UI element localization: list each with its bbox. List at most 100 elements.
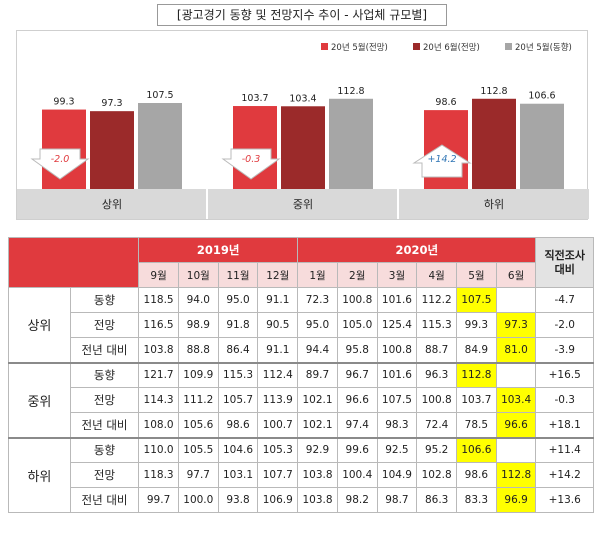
table-cell: 98.2 [336, 487, 378, 513]
table-cell: 102.1 [297, 387, 338, 413]
table-cell: 103.7 [456, 387, 497, 413]
table-cell: 103.4 [495, 387, 537, 413]
table-cell: 100.4 [336, 462, 378, 488]
table-row: 전망 114.3 111.2 105.7 113.9 102.1 96.6 107.5 100.… [9, 387, 594, 413]
table-cell: 105.0 [336, 312, 378, 338]
down-arrow-icon [221, 148, 281, 180]
table-cell: 86.4 [217, 337, 259, 363]
table-cell: 78.5 [456, 412, 497, 438]
month-header: 11월 [217, 262, 259, 288]
table-cell: 105.3 [257, 436, 299, 463]
table-cell: 84.9 [456, 337, 497, 363]
table-cell: 100.8 [416, 387, 458, 413]
table-cell: 90.5 [257, 312, 299, 338]
table-cell: 112.8 [456, 361, 497, 388]
table-cell: 115.3 [217, 361, 259, 388]
diff-cell: +11.4 [535, 436, 594, 463]
year-2020-header: 2020년 [297, 237, 537, 263]
row-label: 동향 [69, 436, 140, 463]
table-row: 전년 대비 108.0 105.6 98.6 100.7 102.1 97.4 98.3 72.… [9, 412, 594, 438]
table-cell: 81.0 [495, 337, 537, 363]
row-label: 전년 대비 [69, 487, 140, 513]
month-header: 4월 [416, 262, 458, 288]
table-cell: 72.3 [297, 287, 338, 313]
table-cell: 100.8 [376, 337, 418, 363]
diff-cell: -2.0 [535, 312, 594, 338]
row-label: 전망 [69, 312, 140, 338]
bar-value-label: 112.8 [480, 86, 507, 97]
table-cell: 121.7 [138, 361, 179, 388]
bar [520, 103, 564, 189]
table-cell [495, 436, 537, 463]
table-cell: 107.7 [257, 462, 299, 488]
table-cell: 89.7 [297, 361, 338, 388]
group-label: 상위 [8, 287, 71, 363]
month-header: 9월 [138, 262, 179, 288]
table-cell: 106.6 [456, 436, 497, 463]
table-cell: 88.7 [416, 337, 458, 363]
arrow-change-label: -2.0 [51, 154, 70, 165]
table-cell: 112.4 [257, 361, 299, 388]
table-cell: 95.2 [416, 436, 458, 463]
table-corner [7, 237, 140, 288]
row-label: 전망 [69, 387, 140, 413]
down-arrow-icon [30, 148, 90, 180]
table-cell: 103.8 [297, 487, 338, 513]
table-cell: 86.3 [416, 487, 458, 513]
table-row: 상위 동향 118.5 94.0 95.0 91.1 72.3 100.8 101.6 112.2… [8, 287, 594, 363]
bar [472, 98, 516, 189]
table-cell: 112.8 [495, 462, 537, 488]
table-cell: 91.8 [217, 312, 259, 338]
month-header: 12월 [257, 262, 299, 288]
table-cell: 100.0 [177, 487, 219, 513]
month-header: 1월 [297, 262, 338, 288]
table-row: 하위 동향 110.0 105.5 104.6 105.3 92.9 99.6 92.5 95.2… [8, 436, 594, 513]
table-cell: 107.5 [456, 287, 497, 313]
table-cell: 106.9 [257, 487, 299, 513]
table-cell: 104.9 [376, 462, 418, 488]
category-label: 상위 [102, 198, 122, 211]
table-cell: 103.8 [138, 337, 179, 363]
group-label: 하위 [8, 436, 71, 513]
table-cell: 101.6 [376, 361, 418, 388]
bar [329, 98, 373, 189]
table-cell: 92.5 [376, 436, 418, 463]
bar-value-label: 107.5 [146, 90, 173, 101]
table-cell: 98.6 [456, 462, 497, 488]
legend-label: 20년 6월(전망) [423, 42, 480, 53]
table-cell: 105.5 [177, 436, 219, 463]
table-cell: 92.9 [297, 436, 338, 463]
table-cell: 109.9 [177, 361, 219, 388]
table-cell: 115.3 [416, 312, 458, 338]
bar-value-label: 99.3 [53, 97, 74, 108]
table-cell: 116.5 [138, 312, 179, 338]
table-cell: 101.6 [376, 287, 418, 313]
row-label: 동향 [69, 287, 140, 313]
table-cell: 103.1 [217, 462, 259, 488]
table-cell: 105.7 [217, 387, 259, 413]
bar-value-label: 98.6 [435, 97, 456, 108]
month-header: 6월 [495, 262, 537, 288]
prev-survey-header: 직전조사 대비 [535, 237, 594, 288]
table-cell: 91.1 [257, 287, 299, 313]
table-cell: 102.1 [297, 412, 338, 438]
legend-swatch [321, 43, 328, 50]
bar-value-label: 106.6 [528, 91, 555, 102]
row-label: 전망 [69, 462, 140, 488]
table-cell: 99.7 [138, 487, 179, 513]
bar [138, 103, 182, 189]
table-cell: 96.7 [336, 361, 378, 388]
table-cell: 110.0 [138, 436, 179, 463]
table-cell: 105.6 [177, 412, 219, 438]
bar [281, 106, 325, 189]
table-cell: 100.7 [257, 412, 299, 438]
month-header: 5월 [456, 262, 497, 288]
table-cell: 97.3 [495, 312, 537, 338]
table-row: 전년 대비 99.7 100.0 93.8 106.9 103.8 98.2 98.7 86.3… [9, 487, 594, 513]
group-label: 중위 [8, 361, 71, 438]
legend-swatch [505, 43, 512, 50]
legend-label: 20년 5월(동향) [515, 42, 572, 53]
category-band [17, 189, 589, 219]
table-cell: 98.7 [376, 487, 418, 513]
table-cell: 96.6 [336, 387, 378, 413]
